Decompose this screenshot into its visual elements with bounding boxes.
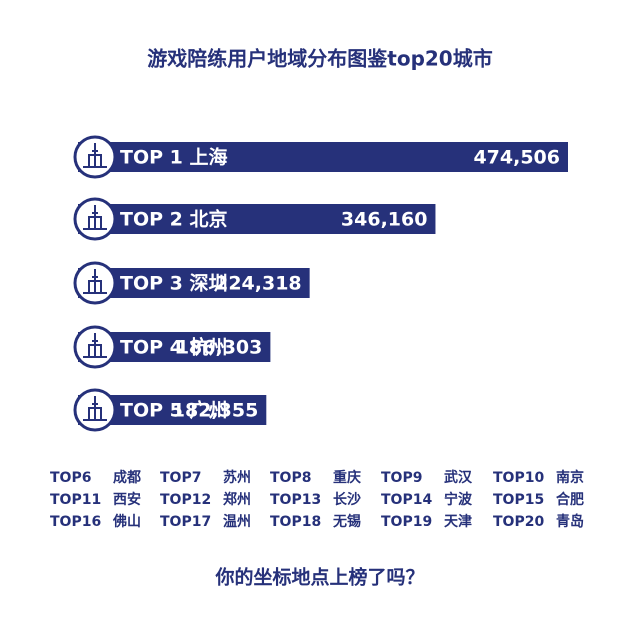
- value-label: 186,303: [176, 337, 263, 359]
- icon: [83, 333, 107, 358]
- rank-label: TOP15: [493, 492, 544, 508]
- icon: [83, 143, 107, 168]
- rank-label: TOP17: [160, 514, 211, 530]
- rank-label: TOP16: [50, 514, 101, 530]
- value-label: 224,318: [215, 273, 302, 295]
- bar: [78, 268, 310, 298]
- value-label: 346,160: [341, 209, 428, 231]
- bar-label: TOP 1 上海: [120, 146, 228, 169]
- rank-city: 宁波: [444, 491, 473, 508]
- rank-label: TOP19: [381, 514, 432, 530]
- value-label: 182,355: [172, 400, 259, 422]
- rank-label: TOP12: [160, 492, 211, 508]
- rank-city: 天津: [444, 513, 472, 530]
- rank-label: TOP7: [160, 470, 201, 486]
- rank-city: 青岛: [556, 513, 584, 530]
- value-label: 474,506: [473, 147, 560, 169]
- rank-city: 苏州: [223, 469, 251, 486]
- rank-label: TOP18: [270, 514, 321, 530]
- rank-city: 南京: [556, 469, 584, 486]
- bar-label: TOP 4 杭州: [120, 336, 228, 359]
- rank-label: TOP6: [50, 470, 91, 486]
- rank-city: 长沙: [333, 491, 361, 508]
- rank-city: 合肥: [556, 491, 584, 508]
- icon: [83, 396, 107, 421]
- rank-city: 温州: [223, 514, 251, 530]
- footer: 你的坐标地点上榜了吗？: [214, 566, 424, 589]
- rank-city: 佛山: [112, 513, 141, 530]
- bar: [78, 204, 436, 234]
- bar: [78, 142, 568, 172]
- rank-label: TOP9: [381, 470, 422, 486]
- rank-city: 无锡: [332, 513, 361, 530]
- rank-label: TOP14: [381, 492, 432, 508]
- bar-label: TOP 2 北京: [120, 208, 228, 231]
- rank-label: TOP20: [493, 514, 544, 530]
- rank-city: 重庆: [333, 469, 361, 486]
- rank-label: TOP13: [270, 492, 321, 508]
- icon: [83, 205, 107, 230]
- rank-city: 西安: [113, 491, 141, 508]
- rank-label: TOP8: [270, 470, 311, 486]
- rank-city: 郑州: [223, 491, 251, 508]
- bar-label: TOP 3 深圳: [120, 272, 228, 295]
- icon: [83, 269, 107, 294]
- rank-label: TOP10: [493, 470, 544, 486]
- rank-label: TOP11: [50, 492, 101, 508]
- chart-title: 游戏陪练用户地域分布图鉴top20城市: [147, 47, 492, 71]
- rank-city: 武汉: [444, 469, 473, 486]
- bar-label: TOP 5 广州: [120, 399, 228, 422]
- rank-city: 成都: [113, 469, 141, 486]
